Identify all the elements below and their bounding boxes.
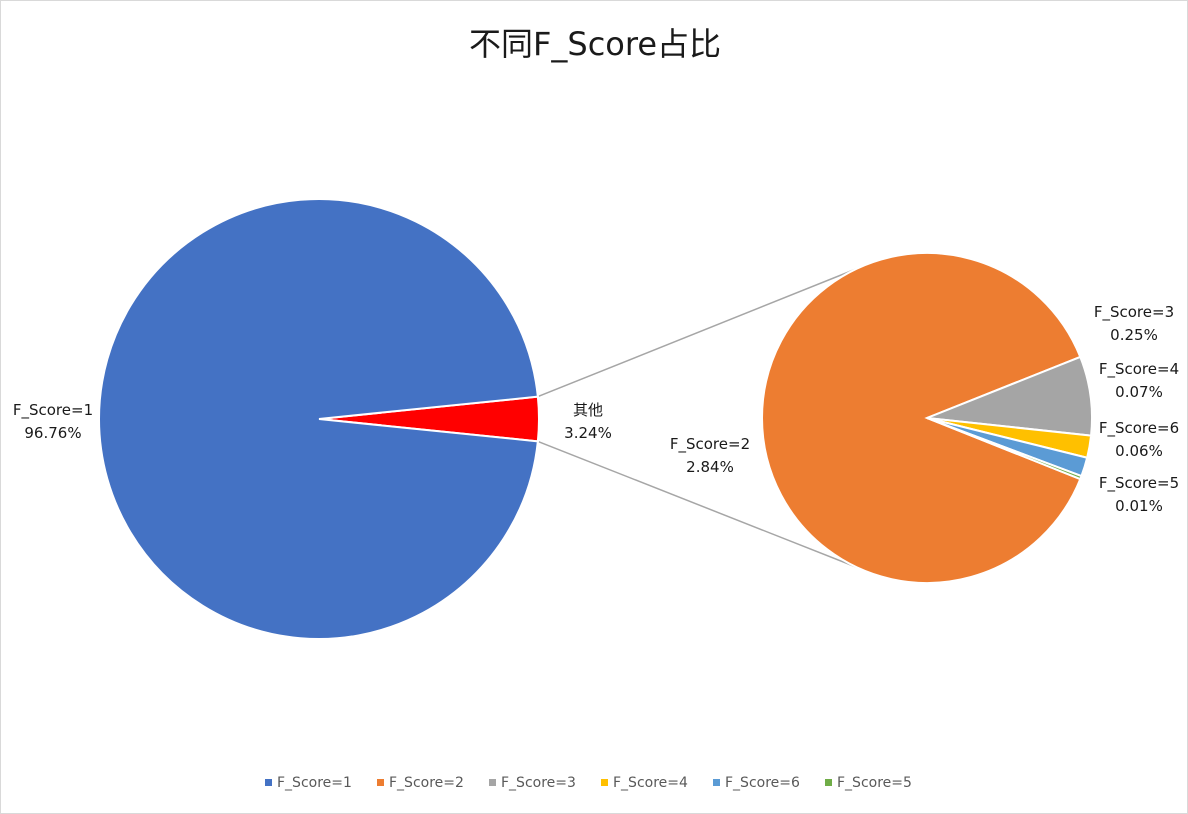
legend-label-f-score-2: F_Score=2 [389, 775, 464, 791]
primary-slice-f-score-1 [98, 198, 539, 640]
secondary-slice-f-score-2 [761, 252, 1082, 584]
connector-line-bottom [537, 440, 858, 569]
legend-swatch-f-score-4 [601, 779, 608, 786]
legend-label-f-score-1: F_Score=1 [277, 775, 352, 791]
legend-label-f-score-6: F_Score=6 [725, 775, 800, 791]
label-f-score-2-name: F_Score=2 [670, 435, 750, 454]
connector-line-top [537, 267, 858, 398]
legend-swatch-f-score-5 [825, 779, 832, 786]
label-f-score-4-value: 0.07% [1115, 383, 1163, 401]
label-f-score-5-value: 0.01% [1115, 497, 1163, 515]
legend-label-f-score-4: F_Score=4 [613, 775, 688, 791]
label-f-score-2-value: 2.84% [686, 458, 734, 476]
primary-pie [98, 198, 540, 640]
connector-lines [537, 267, 858, 569]
label-f-score-1-name: F_Score=1 [13, 401, 93, 420]
legend-swatch-f-score-6 [713, 779, 720, 786]
label-f-score-1-value: 96.76% [24, 424, 81, 442]
label-f-score-5-name: F_Score=5 [1099, 474, 1179, 493]
chart-title: 不同F_Score占比 [469, 25, 721, 63]
label-f-score-6-name: F_Score=6 [1099, 419, 1179, 438]
label-other-name: 其他 [573, 401, 603, 419]
data-labels: F_Score=1 96.76% 其他 3.24% F_Score=2 2.84% F_Sc… [13, 303, 1179, 515]
secondary-pie [761, 252, 1093, 584]
legend-label-f-score-3: F_Score=3 [501, 775, 576, 791]
label-f-score-6-value: 0.06% [1115, 442, 1163, 460]
legend-label-f-score-5: F_Score=5 [837, 775, 912, 791]
label-f-score-3-value: 0.25% [1110, 326, 1158, 344]
label-f-score-3-name: F_Score=3 [1094, 303, 1174, 322]
label-other-value: 3.24% [564, 424, 612, 442]
legend-swatch-f-score-1 [265, 779, 272, 786]
legend-swatch-f-score-3 [489, 779, 496, 786]
secondary-slice-f-score-5 [926, 417, 1083, 481]
legend: F_Score=1 F_Score=2 F_Score=3 F_Score=4 F_Sc… [265, 775, 912, 791]
legend-swatch-f-score-2 [377, 779, 384, 786]
label-f-score-4-name: F_Score=4 [1099, 360, 1179, 379]
